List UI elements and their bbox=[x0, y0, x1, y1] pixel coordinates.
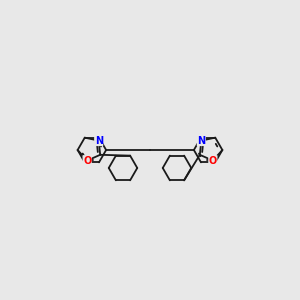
Text: N: N bbox=[197, 136, 206, 146]
Text: N: N bbox=[94, 136, 103, 146]
Text: O: O bbox=[83, 156, 91, 166]
Text: O: O bbox=[209, 156, 217, 166]
